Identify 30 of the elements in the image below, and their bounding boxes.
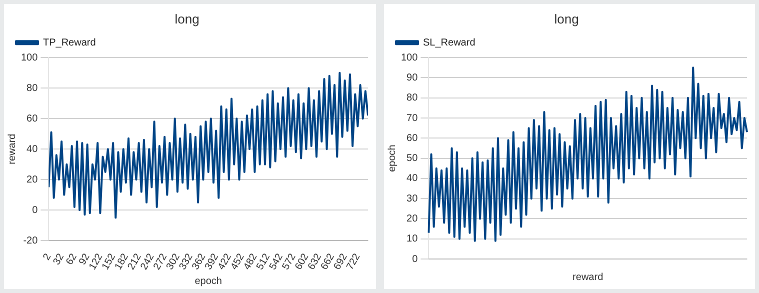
x-tick-label: 722	[344, 252, 363, 272]
y-tick-label: 100	[400, 52, 418, 64]
y-tick-label: 0	[412, 254, 418, 265]
chart-title: long	[174, 11, 200, 26]
y-tick-label: 90	[406, 72, 418, 84]
x-tick-label: 62	[64, 252, 80, 268]
x-axis-title: reward	[572, 272, 604, 283]
y-tick-label: 40	[26, 144, 38, 155]
y-tick-label: 10	[406, 234, 418, 245]
y-tick-label: 30	[406, 193, 418, 204]
y-tick-label: 70	[406, 112, 418, 124]
legend-label: SL_Reward	[423, 37, 476, 48]
x-axis-title: epoch	[194, 276, 222, 287]
y-tick-label: 50	[406, 153, 418, 164]
chart-title: long	[554, 11, 579, 26]
y-tick-label: 60	[26, 113, 38, 124]
y-tick-label: 20	[406, 213, 418, 224]
y-tick-label: 100	[20, 52, 38, 64]
y-tick-label: -20	[23, 235, 38, 246]
y-tick-label: 80	[406, 92, 418, 104]
y-tick-label: 60	[406, 132, 418, 144]
x-tick-label: 2	[41, 252, 54, 262]
x-tick-label: 32	[51, 252, 67, 268]
y-axis-title: epoch	[386, 144, 398, 172]
y-tick-label: 0	[32, 204, 38, 216]
legend-label: TP_Reward	[43, 37, 96, 48]
y-axis-title: reward	[6, 134, 18, 164]
y-tick-label: 40	[406, 173, 418, 184]
y-tick-label: 80	[26, 82, 38, 94]
y-tick-label: 20	[26, 174, 38, 186]
